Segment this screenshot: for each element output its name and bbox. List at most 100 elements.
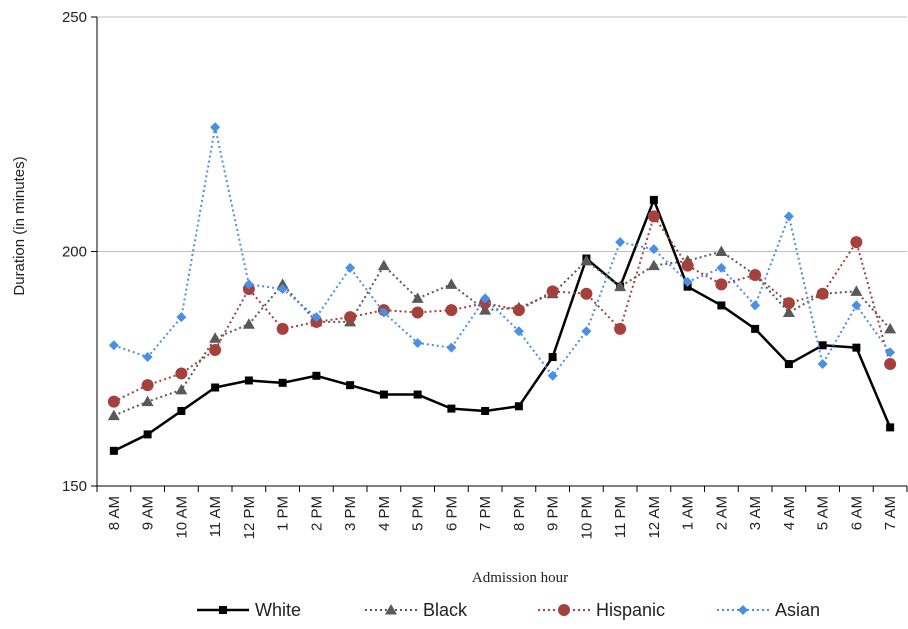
data-point-white bbox=[211, 383, 220, 392]
data-point-black bbox=[715, 245, 728, 256]
x-tick-label: 7 PM bbox=[477, 496, 494, 531]
legend-marker-asian bbox=[738, 605, 748, 615]
axes bbox=[91, 16, 908, 492]
x-tick-label: 5 AM bbox=[815, 496, 832, 530]
x-tick-label: 11 AM bbox=[207, 496, 224, 537]
data-point-hispanic bbox=[141, 379, 154, 392]
legend-label-black: Black bbox=[423, 600, 468, 620]
x-tick-label: 1 AM bbox=[680, 496, 697, 530]
data-point-white bbox=[818, 341, 827, 350]
series-white bbox=[109, 195, 895, 455]
data-point-asian bbox=[142, 352, 153, 363]
data-point-hispanic bbox=[647, 210, 660, 223]
data-point-black bbox=[614, 280, 627, 292]
x-tick-label: 2 PM bbox=[308, 496, 325, 531]
data-point-asian bbox=[378, 307, 389, 318]
legend-marker-black bbox=[385, 604, 397, 615]
data-point-hispanic bbox=[580, 287, 593, 300]
data-point-white bbox=[312, 371, 321, 380]
legend-label-hispanic: Hispanic bbox=[596, 600, 665, 620]
data-point-asian bbox=[750, 300, 761, 311]
data-point-hispanic bbox=[782, 297, 795, 310]
legend-label-asian: Asian bbox=[775, 600, 820, 620]
x-tick-label: 6 PM bbox=[443, 496, 460, 531]
data-point-hispanic bbox=[614, 322, 627, 335]
data-point-black bbox=[850, 285, 863, 296]
data-point-asian bbox=[547, 370, 558, 381]
data-point-black bbox=[580, 254, 593, 266]
data-point-black bbox=[782, 306, 795, 317]
data-point-hispanic bbox=[209, 343, 222, 356]
data-point-white bbox=[751, 324, 760, 333]
data-point-white bbox=[346, 381, 355, 390]
data-point-white bbox=[481, 406, 490, 415]
data-point-white bbox=[379, 390, 388, 399]
data-point-white bbox=[784, 360, 793, 369]
data-point-hispanic bbox=[512, 304, 525, 317]
data-point-black bbox=[107, 409, 120, 421]
data-point-asian bbox=[682, 276, 693, 287]
x-tick-label: 9 PM bbox=[545, 496, 562, 531]
legend-item-asian: Asian bbox=[717, 600, 820, 620]
x-tick-label: 12 PM bbox=[241, 496, 258, 539]
data-point-asian bbox=[480, 293, 491, 304]
data-point-asian bbox=[615, 237, 626, 248]
data-point-white bbox=[717, 301, 726, 310]
data-point-black bbox=[175, 383, 188, 395]
series-line-black bbox=[113, 250, 891, 417]
data-point-asian bbox=[783, 211, 794, 222]
data-point-black bbox=[479, 304, 492, 315]
series-asian bbox=[108, 122, 896, 381]
data-point-asian bbox=[108, 340, 119, 351]
data-point-white bbox=[143, 430, 152, 439]
x-axis-label: Admission hour bbox=[472, 570, 568, 586]
data-point-black bbox=[445, 278, 458, 289]
data-point-black bbox=[141, 395, 154, 407]
data-point-hispanic bbox=[681, 259, 694, 272]
data-point-white bbox=[548, 353, 557, 362]
data-point-black bbox=[884, 322, 897, 334]
data-point-white bbox=[244, 376, 253, 385]
data-point-white bbox=[514, 402, 523, 411]
series-line-hispanic bbox=[113, 215, 892, 403]
x-tick-label: 10 AM bbox=[173, 496, 190, 539]
data-point-white bbox=[109, 446, 118, 455]
data-point-asian bbox=[412, 337, 423, 348]
legend: White Black Hispanic Asian bbox=[197, 600, 820, 620]
data-point-black bbox=[242, 318, 255, 329]
data-point-black bbox=[209, 332, 222, 343]
x-tick-label: 5 PM bbox=[410, 496, 427, 531]
data-point-hispanic bbox=[884, 358, 897, 371]
data-point-asian bbox=[277, 284, 288, 295]
x-tick-label: 12 AM bbox=[646, 496, 663, 539]
x-tick-labels: 8 AM 9 AM 10 AM 11 AM 12 PM 1 PM 2 PM 3 PM 4 PM 5… bbox=[106, 496, 899, 539]
x-tick-label: 3 AM bbox=[747, 496, 764, 530]
data-point-asian bbox=[446, 342, 457, 353]
x-tick-label: 4 AM bbox=[781, 496, 798, 530]
legend-item-hispanic: Hispanic bbox=[538, 600, 665, 620]
data-point-asian bbox=[581, 326, 592, 337]
legend-item-white: White bbox=[197, 600, 301, 620]
legend-marker-hispanic bbox=[558, 604, 570, 616]
x-tick-label: 9 AM bbox=[140, 496, 157, 530]
data-point-hispanic bbox=[749, 268, 762, 281]
data-point-white bbox=[852, 343, 861, 352]
y-tick-label: 150 bbox=[62, 478, 87, 495]
data-point-asian bbox=[176, 312, 187, 323]
data-point-black bbox=[377, 259, 390, 271]
data-point-hispanic bbox=[344, 311, 357, 324]
data-point-asian bbox=[243, 279, 254, 290]
x-tick-label: 8 PM bbox=[511, 496, 528, 531]
y-tick-label: 250 bbox=[62, 9, 87, 26]
data-point-asian bbox=[311, 312, 322, 323]
gridlines bbox=[97, 16, 907, 252]
data-point-asian bbox=[210, 122, 221, 133]
data-point-white bbox=[886, 423, 895, 432]
x-tick-label: 11 PM bbox=[612, 496, 629, 538]
data-point-hispanic bbox=[445, 304, 458, 317]
data-point-hispanic bbox=[850, 236, 863, 249]
data-point-hispanic bbox=[175, 367, 188, 380]
series-line-white bbox=[113, 198, 892, 452]
data-point-asian bbox=[885, 347, 896, 358]
